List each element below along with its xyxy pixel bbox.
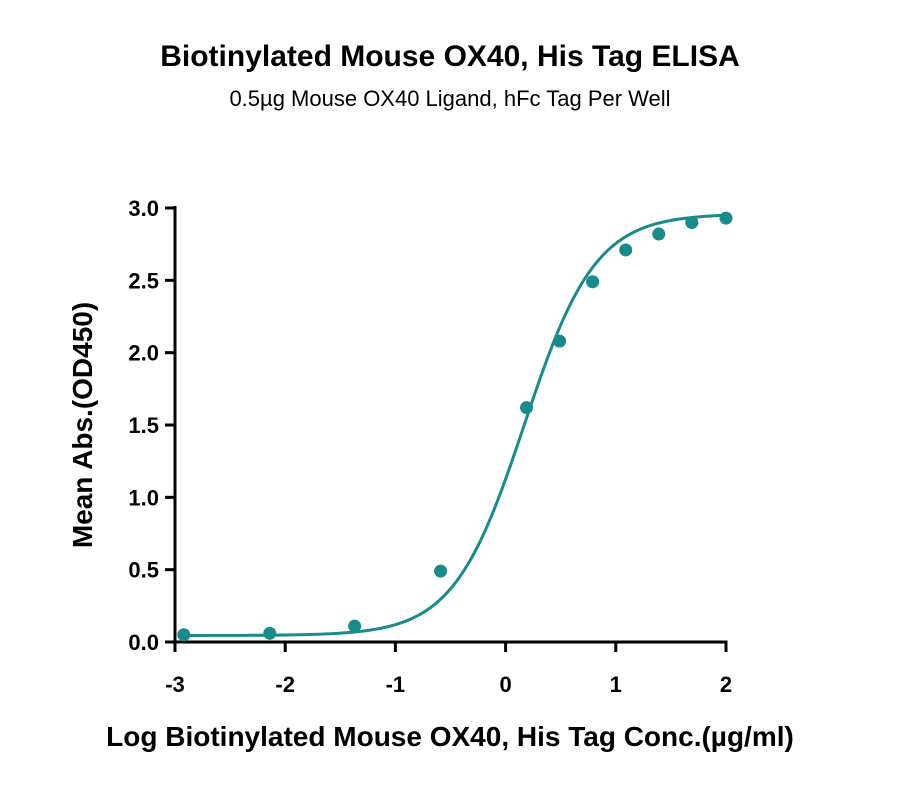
data-point xyxy=(719,211,733,225)
plot-area: 0.0 0.5 1.0 1.5 2.0 2.5 3.0 -3 -2 -1 0 1 2 xyxy=(128,196,733,697)
x-axis-label: Log Biotinylated Mouse OX40, His Tag Con… xyxy=(106,721,794,752)
x-tick-label: -2 xyxy=(275,672,295,697)
data-point xyxy=(685,215,699,229)
data-point xyxy=(434,564,448,578)
data-point xyxy=(177,628,191,642)
data-point xyxy=(652,227,666,241)
x-tick-label: -3 xyxy=(165,672,185,697)
x-tick-label: 2 xyxy=(720,672,732,697)
x-tick-label: -1 xyxy=(386,672,406,697)
y-axis-label: Mean Abs.(OD450) xyxy=(67,302,98,548)
data-point xyxy=(520,401,534,415)
y-tick-label: 0.0 xyxy=(128,630,159,655)
chart-subtitle: 0.5µg Mouse OX40 Ligand, hFc Tag Per Wel… xyxy=(229,86,670,111)
data-point xyxy=(553,334,567,348)
data-point xyxy=(263,626,277,640)
y-tick-label: 2.5 xyxy=(128,268,159,293)
y-tick-label: 1.5 xyxy=(128,413,159,438)
chart-title: Biotinylated Mouse OX40, His Tag ELISA xyxy=(160,40,740,73)
y-tick-label: 0.5 xyxy=(128,558,159,583)
y-tick-label: 1.0 xyxy=(128,485,159,510)
y-tick-label: 3.0 xyxy=(128,196,159,221)
data-point xyxy=(586,275,600,289)
data-point xyxy=(348,619,362,633)
fit-curve xyxy=(183,213,727,637)
x-tick-label: 1 xyxy=(610,672,622,697)
y-tick-label: 2.0 xyxy=(128,341,159,366)
data-point xyxy=(619,243,633,257)
x-tick-label: 0 xyxy=(499,672,511,697)
